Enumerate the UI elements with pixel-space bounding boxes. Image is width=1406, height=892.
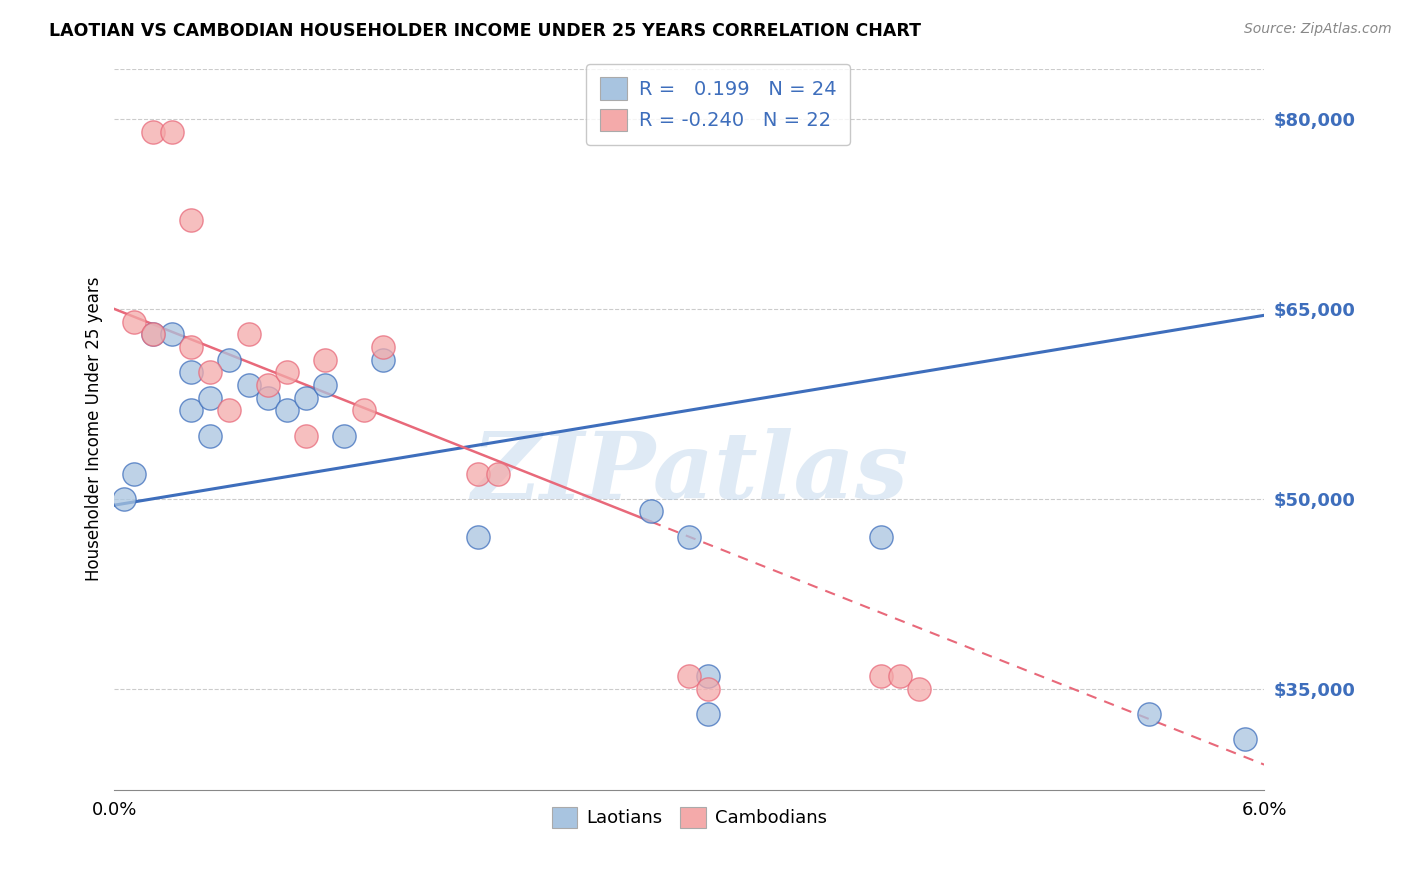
Point: [870, 530, 893, 544]
Point: [467, 467, 489, 481]
Point: [200, 391, 222, 405]
Point: [467, 530, 489, 544]
Point: [678, 669, 700, 683]
Point: [142, 125, 165, 139]
Text: LAOTIAN VS CAMBODIAN HOUSEHOLDER INCOME UNDER 25 YEARS CORRELATION CHART: LAOTIAN VS CAMBODIAN HOUSEHOLDER INCOME …: [49, 22, 921, 40]
Point: [295, 391, 318, 405]
Point: [112, 491, 135, 506]
Legend: Laotians, Cambodians: Laotians, Cambodians: [544, 800, 834, 835]
Point: [371, 352, 394, 367]
Point: [908, 681, 931, 696]
Point: [160, 327, 183, 342]
Point: [142, 327, 165, 342]
Point: [371, 340, 394, 354]
Point: [180, 213, 202, 227]
Point: [486, 467, 509, 481]
Point: [276, 365, 298, 379]
Point: [180, 365, 202, 379]
Point: [353, 403, 375, 417]
Point: [870, 669, 893, 683]
Point: [218, 403, 240, 417]
Point: [314, 352, 336, 367]
Point: [678, 530, 700, 544]
Point: [160, 125, 183, 139]
Point: [180, 403, 202, 417]
Point: [276, 403, 298, 417]
Point: [200, 428, 222, 442]
Point: [238, 327, 260, 342]
Point: [256, 391, 278, 405]
Point: [333, 428, 356, 442]
Point: [295, 428, 318, 442]
Point: [218, 352, 240, 367]
Point: [180, 340, 202, 354]
Point: [142, 327, 165, 342]
Point: [697, 681, 720, 696]
Point: [122, 467, 145, 481]
Point: [1233, 732, 1256, 747]
Y-axis label: Householder Income Under 25 years: Householder Income Under 25 years: [86, 277, 103, 582]
Point: [238, 378, 260, 392]
Point: [889, 669, 911, 683]
Point: [697, 706, 720, 721]
Text: Source: ZipAtlas.com: Source: ZipAtlas.com: [1244, 22, 1392, 37]
Point: [640, 504, 662, 518]
Point: [697, 669, 720, 683]
Text: ZIPatlas: ZIPatlas: [471, 427, 908, 517]
Point: [256, 378, 278, 392]
Point: [200, 365, 222, 379]
Point: [314, 378, 336, 392]
Point: [1137, 706, 1160, 721]
Point: [122, 315, 145, 329]
